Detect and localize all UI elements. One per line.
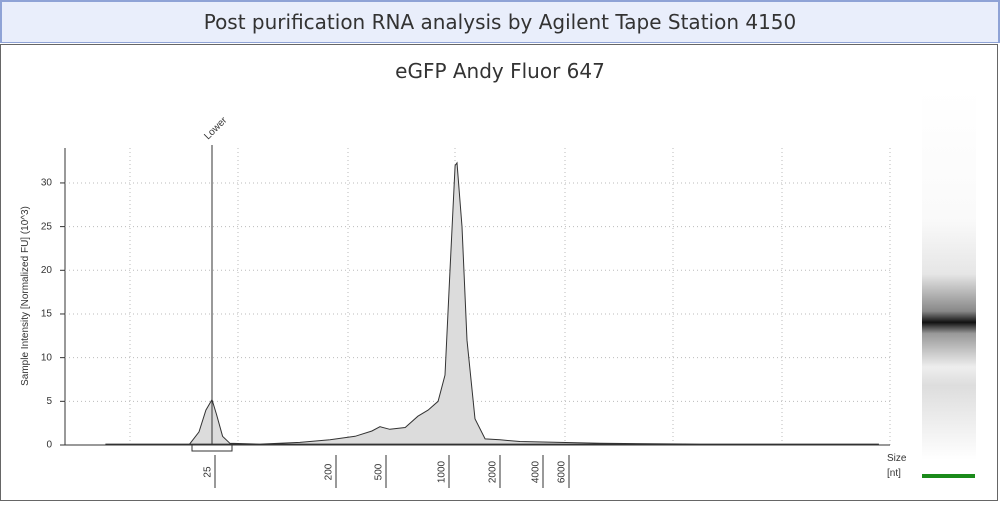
x-axis-unit: [nt] [887, 468, 901, 479]
header-title: Post purification RNA analysis by Agilen… [0, 0, 1000, 43]
x-tick-label: 25 [203, 466, 214, 478]
y-tick-label: 20 [41, 265, 53, 276]
x-tick-label: 200 [324, 463, 335, 480]
y-tick-label: 30 [41, 178, 53, 189]
marker-box [191, 444, 233, 452]
marker-label: Lower [202, 115, 230, 143]
y-tick-label: 5 [46, 396, 52, 407]
y-tick-label: 25 [41, 221, 53, 232]
x-axis-label: Size [887, 453, 907, 464]
x-tick-label: 4000 [531, 460, 542, 483]
y-tick-label: 0 [46, 440, 52, 451]
x-tick-label: 6000 [557, 460, 568, 483]
vertical-grid [129, 148, 891, 445]
chart-title: eGFP Andy Fluor 647 [395, 59, 605, 83]
trace [105, 161, 879, 445]
chart-frame [0, 44, 998, 501]
x-tick-label: 2000 [488, 460, 499, 483]
x-tick-label: 1000 [437, 460, 448, 483]
x-tick-label: 500 [374, 463, 385, 480]
y-tick-label: 10 [41, 352, 53, 363]
gel-lane [922, 88, 976, 460]
y-axis-label: Sample Intensity [Normalized FU] (10^3) [20, 206, 31, 386]
y-tick-label: 15 [41, 309, 53, 320]
